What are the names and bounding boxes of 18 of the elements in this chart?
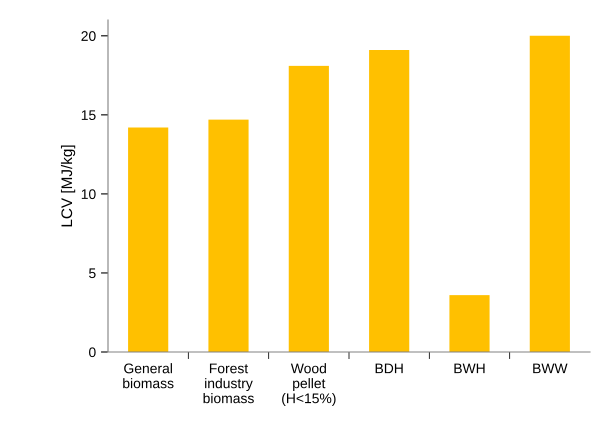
x-tick-label: General biomass (123, 363, 174, 388)
bar (449, 295, 490, 352)
x-tick-label: BWH (454, 364, 485, 374)
bar (128, 128, 168, 352)
y-tick-label: 15 (82, 110, 96, 120)
bar (530, 36, 570, 352)
bar (208, 120, 249, 352)
x-tick-label: BDH (376, 364, 403, 374)
bar (369, 50, 410, 352)
x-tick-label: Wood pellet (H<15%) (282, 363, 336, 406)
y-tick-label: 0 (89, 347, 96, 358)
bar (288, 66, 329, 352)
y-tick-label: 20 (81, 31, 96, 41)
x-tick-label: BWW (533, 364, 568, 374)
y-axis-title: LCV [MJ/kg] (60, 145, 76, 226)
y-tick-label: 5 (89, 268, 96, 278)
x-tick-label: Forest industry biomass (204, 364, 254, 404)
y-tick-label: 10 (82, 189, 96, 200)
